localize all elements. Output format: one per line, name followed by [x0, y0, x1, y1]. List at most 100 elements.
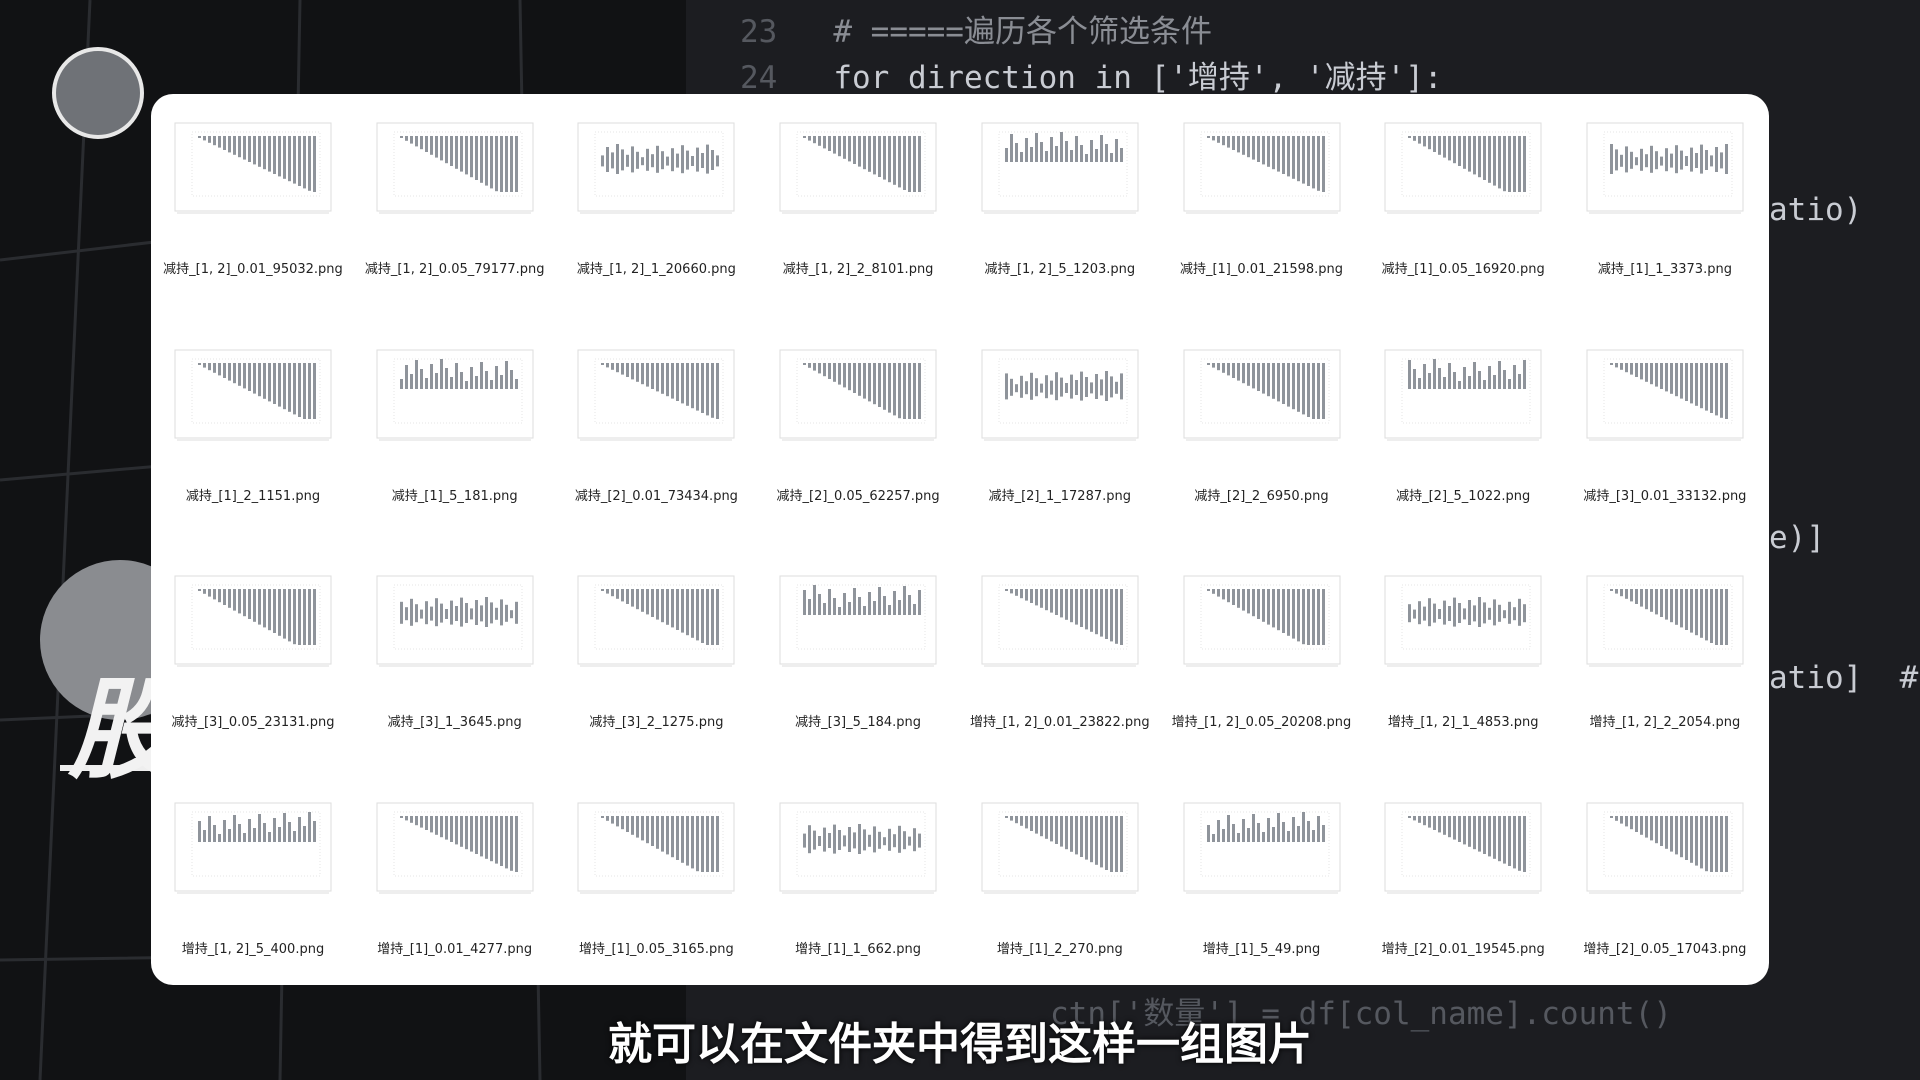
file-name: 增持_[1]_0.01_4277.png [377, 941, 533, 957]
thumbnail [1183, 802, 1340, 894]
file-name: 减持_[1]_2_1151.png [185, 488, 321, 504]
thumbnail [1586, 349, 1744, 441]
file-item[interactable]: 增持_[1, 2]_0.01_23822.png [960, 575, 1160, 730]
file-item[interactable]: 减持_[1, 2]_2_8101.png [758, 122, 958, 277]
file-name: 增持_[1, 2]_0.05_20208.png [1171, 715, 1352, 730]
file-name: 减持_[1]_0.05_16920.png [1381, 262, 1545, 277]
file-item[interactable]: 减持_[2]_5_1022.png [1363, 349, 1563, 504]
file-item[interactable]: 减持_[1]_1_3373.png [1565, 122, 1765, 277]
file-item[interactable]: 增持_[1, 2]_5_400.png [153, 802, 353, 957]
file-item[interactable]: 减持_[2]_0.01_73434.png [556, 349, 756, 504]
file-item[interactable]: 增持_[1, 2]_0.05_20208.png [1162, 575, 1362, 730]
file-name: 减持_[2]_1_17287.png [988, 488, 1131, 504]
file-name: 减持_[2]_5_1022.png [1396, 488, 1531, 504]
thumbnail [174, 802, 332, 894]
file-item[interactable]: 增持_[1]_0.01_4277.png [355, 802, 555, 957]
thumbnail [1183, 349, 1340, 441]
underline [60, 765, 180, 771]
file-item[interactable]: 增持_[2]_0.05_17043.png [1565, 802, 1765, 957]
thumbnail [779, 802, 937, 894]
file-name: 减持_[2]_0.05_62257.png [776, 488, 940, 504]
thumbnail [1183, 575, 1340, 667]
file-item[interactable]: 减持_[1]_0.01_21598.png [1162, 122, 1362, 277]
file-name: 减持_[3]_2_1275.png [589, 715, 724, 730]
thumbnail [577, 349, 735, 441]
thumbnail [174, 575, 332, 667]
file-item[interactable]: 减持_[1, 2]_1_20660.png [556, 122, 756, 277]
file-item[interactable]: 减持_[2]_2_6950.png [1162, 349, 1362, 504]
thumbnail [779, 575, 937, 667]
file-item[interactable]: 减持_[1]_0.05_16920.png [1363, 122, 1563, 277]
file-name: 减持_[1]_0.01_21598.png [1179, 262, 1344, 277]
code-fragment: atio) [1769, 192, 1863, 228]
file-item[interactable]: 增持_[1]_0.05_3165.png [556, 802, 756, 957]
file-name: 增持_[2]_0.01_19545.png [1381, 941, 1545, 957]
file-item[interactable]: 减持_[1, 2]_0.01_95032.png [153, 122, 353, 277]
file-item[interactable]: 增持_[1, 2]_1_4853.png [1363, 575, 1563, 730]
thumbnail [1384, 349, 1542, 441]
file-item[interactable]: 减持_[3]_1_3645.png [355, 575, 555, 730]
file-item[interactable]: 增持_[1]_2_270.png [960, 802, 1160, 957]
line-number: 24 [740, 60, 778, 96]
file-name: 增持_[1]_2_270.png [996, 941, 1123, 957]
thumbnail [1586, 802, 1744, 894]
thumbnail [779, 122, 937, 214]
file-name: 减持_[1, 2]_0.01_95032.png [163, 262, 343, 277]
file-name: 减持_[1]_5_181.png [391, 488, 518, 504]
thumbnail [981, 349, 1139, 441]
code-line: 23 # =====遍历各个筛选条件 [740, 6, 1212, 51]
file-name: 减持_[1, 2]_5_1203.png [984, 262, 1136, 277]
thumbnail [1384, 122, 1542, 214]
file-name: 减持_[1, 2]_0.05_79177.png [364, 262, 545, 277]
thumbnail [577, 575, 735, 667]
code-text: for direction in ['增持', '减持']: [833, 60, 1443, 96]
file-item[interactable]: 减持_[1]_5_181.png [355, 349, 555, 504]
thumbnail [1586, 122, 1744, 214]
file-item[interactable]: 增持_[1]_5_49.png [1162, 802, 1362, 957]
thumbnail [174, 122, 332, 214]
file-name: 增持_[1, 2]_1_4853.png [1387, 715, 1539, 730]
thumbnail [981, 122, 1139, 214]
file-item[interactable]: 减持_[3]_2_1275.png [556, 575, 756, 730]
file-name: 增持_[1, 2]_5_400.png [181, 941, 325, 957]
file-name: 减持_[3]_0.05_23131.png [171, 715, 335, 730]
file-name: 增持_[1, 2]_0.01_23822.png [969, 715, 1150, 730]
thumbnail [1384, 802, 1542, 894]
thumbnail [779, 349, 937, 441]
file-panel: 减持_[1, 2]_0.01_95032.png 减持_[1, 2]_0.05_7… [151, 94, 1769, 985]
file-item[interactable]: 增持_[1]_1_662.png [758, 802, 958, 957]
file-name: 增持_[1]_5_49.png [1202, 941, 1321, 957]
file-name: 增持_[1]_0.05_3165.png [578, 941, 734, 957]
thumbnail [376, 349, 534, 441]
thumbnail [577, 122, 735, 214]
channel-logo [52, 47, 144, 139]
file-item[interactable]: 减持_[1, 2]_0.05_79177.png [355, 122, 555, 277]
thumbnail [376, 122, 534, 214]
file-name: 减持_[1]_1_3373.png [1597, 262, 1732, 277]
thumbnail [376, 575, 534, 667]
file-item[interactable]: 增持_[1, 2]_2_2054.png [1565, 575, 1765, 730]
thumbnail [981, 802, 1139, 894]
file-item[interactable]: 减持_[3]_5_184.png [758, 575, 958, 730]
subtitle: 就可以在文件夹中得到这样一组图片 [608, 1019, 1312, 1070]
file-name: 减持_[3]_5_184.png [795, 715, 922, 730]
thumbnail [1183, 122, 1340, 214]
thumbnail [174, 349, 332, 441]
file-item[interactable]: 减持_[3]_0.05_23131.png [153, 575, 353, 730]
file-item[interactable]: 减持_[2]_1_17287.png [960, 349, 1160, 504]
file-name: 减持_[3]_0.01_33132.png [1583, 488, 1747, 504]
file-item[interactable]: 减持_[1]_2_1151.png [153, 349, 353, 504]
file-item[interactable]: 减持_[3]_0.01_33132.png [1565, 349, 1765, 504]
file-item[interactable]: 增持_[2]_0.01_19545.png [1363, 802, 1563, 957]
thumbnail [1586, 575, 1744, 667]
file-name: 增持_[1, 2]_2_2054.png [1589, 715, 1741, 730]
thumbnail [1384, 575, 1542, 667]
thumbnail [577, 802, 735, 894]
line-number: 23 [740, 14, 778, 50]
file-name: 减持_[2]_0.01_73434.png [574, 488, 738, 504]
code-fragment: atio] # [1769, 660, 1919, 696]
file-item[interactable]: 减持_[1, 2]_5_1203.png [960, 122, 1160, 277]
code-line: 24 for direction in ['增持', '减持']: [740, 52, 1443, 97]
file-item[interactable]: 减持_[2]_0.05_62257.png [758, 349, 958, 504]
